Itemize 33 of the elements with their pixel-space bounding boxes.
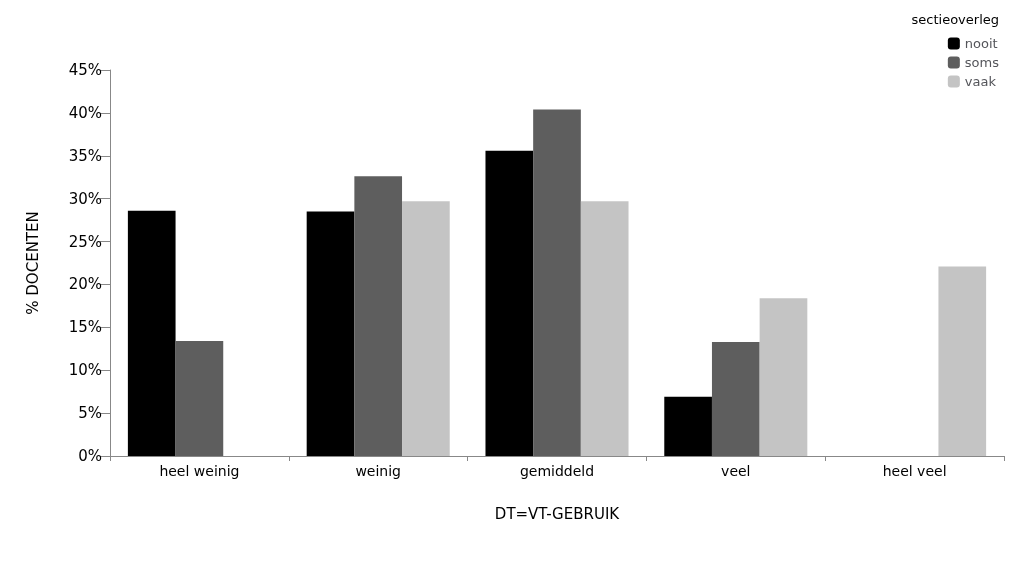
y-tick-label: 15% bbox=[68, 318, 102, 337]
x-tick-label: gemiddeld bbox=[519, 463, 595, 479]
x-tick-label: heel veel bbox=[882, 463, 947, 479]
x-tick-label: weinig bbox=[355, 463, 401, 479]
bar bbox=[485, 150, 534, 456]
bar bbox=[402, 201, 450, 456]
y-tick-label: 10% bbox=[68, 361, 102, 380]
y-tick-label: 5% bbox=[78, 404, 102, 423]
y-axis-title: % DOCENTEN bbox=[23, 211, 42, 315]
bar bbox=[759, 298, 808, 456]
x-tick-label: heel weinig bbox=[159, 463, 240, 479]
y-tick-label: 40% bbox=[68, 103, 102, 122]
legend-label: soms bbox=[964, 55, 1000, 70]
y-tick-label: 25% bbox=[68, 232, 102, 251]
y-tick-label: 0% bbox=[78, 447, 102, 465]
y-tick-label: 30% bbox=[68, 189, 102, 208]
bar bbox=[580, 201, 629, 456]
x-axis-title: DT=VT-GEBRUIK bbox=[494, 504, 621, 523]
legend-label: nooit bbox=[964, 36, 998, 51]
legend-title: sectieoverleg bbox=[911, 12, 1000, 27]
bar bbox=[533, 109, 581, 456]
y-tick-label: 20% bbox=[68, 275, 102, 294]
x-tick-label: veel bbox=[721, 463, 751, 479]
bar bbox=[354, 176, 403, 456]
bar bbox=[938, 266, 987, 456]
bar bbox=[306, 211, 355, 456]
y-tick-label: 45% bbox=[68, 61, 102, 79]
bar bbox=[127, 210, 176, 456]
bar bbox=[711, 341, 760, 456]
bar bbox=[664, 396, 712, 456]
bar bbox=[175, 341, 224, 456]
y-tick-label: 35% bbox=[68, 146, 102, 165]
legend-label: vaak bbox=[964, 74, 997, 89]
